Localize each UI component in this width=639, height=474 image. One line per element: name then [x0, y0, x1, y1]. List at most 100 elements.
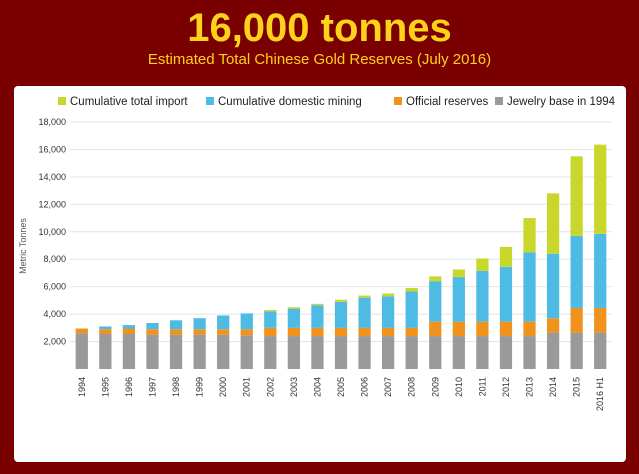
x-tick-label: 2016 H1 [595, 377, 605, 411]
bar-cumulative-domestic-mining-1995 [99, 326, 112, 330]
bar-jewelry-base-in-1994-2011 [476, 336, 489, 369]
bar-cumulative-total-import-2002 [264, 309, 277, 312]
bar-jewelry-base-in-1994-2015 [570, 332, 583, 369]
bar-official-reserves-2005 [334, 327, 348, 337]
bar-jewelry-base-in-1994-2000 [217, 334, 230, 369]
bar-official-reserves-2016-H1 [594, 307, 607, 333]
bar-jewelry-base-in-1994-2005 [334, 336, 348, 369]
bar-jewelry-base-in-1994-2010 [452, 336, 465, 369]
bar-official-reserves-2013 [523, 321, 536, 337]
bar-jewelry-base-in-1994-2013 [523, 336, 536, 369]
bar-cumulative-domestic-mining-2016-H1 [594, 233, 607, 308]
y-tick-label: 14,000 [38, 172, 66, 182]
x-tick-label: 2001 [242, 377, 252, 397]
bar-cumulative-domestic-mining-1997 [146, 323, 159, 330]
x-tick-label: 1996 [124, 377, 134, 397]
bar-cumulative-domestic-mining-2013 [523, 252, 536, 322]
bar-cumulative-domestic-mining-2008 [405, 291, 418, 328]
bar-jewelry-base-in-1994-2008 [405, 336, 418, 369]
y-tick-label: 4,000 [43, 309, 66, 319]
x-tick-label: 2006 [360, 377, 370, 397]
y-tick-label: 18,000 [38, 117, 66, 127]
bar-cumulative-domestic-mining-2006 [358, 297, 371, 328]
bar-cumulative-total-import-2010 [452, 269, 465, 278]
y-tick-label: 6,000 [43, 282, 66, 292]
bar-official-reserves-1999 [193, 329, 206, 335]
bar-cumulative-total-import-2003 [287, 307, 300, 309]
bar-jewelry-base-in-1994-2002 [264, 336, 277, 369]
bar-cumulative-domestic-mining-2004 [311, 305, 324, 328]
bar-cumulative-domestic-mining-2011 [476, 270, 489, 322]
bar-jewelry-base-in-1994-1998 [169, 334, 183, 369]
x-tick-label: 2008 [407, 377, 417, 397]
x-tick-label: 2004 [312, 377, 322, 397]
bar-jewelry-base-in-1994-2003 [287, 336, 300, 369]
y-tick-label: 12,000 [38, 199, 66, 209]
bar-jewelry-base-in-1994-1997 [146, 334, 159, 369]
x-tick-label: 2003 [289, 377, 299, 397]
bar-official-reserves-2004 [311, 327, 324, 337]
x-tick-label: 2012 [501, 377, 511, 397]
bar-cumulative-total-import-2012 [499, 246, 513, 267]
bar-jewelry-base-in-1994-2007 [382, 336, 395, 369]
y-tick-label: 16,000 [38, 144, 66, 154]
bar-cumulative-total-import-2007 [382, 293, 395, 297]
x-tick-label: 2014 [548, 377, 558, 397]
x-tick-label: 2002 [265, 377, 275, 397]
bar-official-reserves-2012 [499, 321, 513, 337]
bar-cumulative-domestic-mining-2001 [240, 313, 253, 330]
bar-official-reserves-1994 [75, 328, 88, 334]
bar-cumulative-domestic-mining-2007 [382, 296, 395, 328]
chart-panel: Cumulative total import Cumulative domest… [14, 86, 626, 462]
bar-cumulative-total-import-2004 [311, 303, 324, 306]
bar-cumulative-domestic-mining-2000 [217, 315, 230, 330]
bar-jewelry-base-in-1994-2001 [240, 335, 253, 369]
x-tick-label: 1998 [171, 377, 181, 397]
bar-jewelry-base-in-1994-1996 [122, 334, 136, 369]
bar-jewelry-base-in-1994-1999 [193, 334, 206, 369]
legend-swatch-cumulative-domestic-mining [206, 97, 214, 105]
bar-cumulative-domestic-mining-1996 [122, 325, 136, 329]
bar-official-reserves-2011 [476, 321, 489, 337]
bar-jewelry-base-in-1994-2012 [499, 336, 513, 369]
x-tick-label: 2010 [454, 377, 464, 397]
legend-label-cumulative-domestic-mining: Cumulative domestic mining [218, 96, 362, 108]
bar-cumulative-domestic-mining-2009 [429, 281, 442, 322]
x-tick-label: 1994 [77, 377, 87, 397]
chart-subtitle: Estimated Total Chinese Gold Reserves (J… [147, 51, 492, 68]
bar-jewelry-base-in-1994-1995 [99, 334, 112, 369]
bar-official-reserves-1997 [146, 329, 159, 335]
bar-jewelry-base-in-1994-2009 [429, 336, 442, 369]
x-tick-label: 2000 [218, 377, 228, 397]
bar-jewelry-base-in-1994-2014 [546, 332, 560, 369]
x-tick-label: 2009 [430, 377, 440, 397]
bar-official-reserves-1996 [122, 328, 136, 335]
headline-title: 16,000 tonnes [187, 6, 452, 50]
bar-cumulative-domestic-mining-2003 [287, 308, 300, 328]
legend-swatch-cumulative-total-import [58, 97, 66, 105]
bar-cumulative-domestic-mining-2010 [452, 277, 465, 322]
y-tick-label: 8,000 [43, 254, 66, 264]
bar-official-reserves-2007 [382, 327, 395, 337]
x-tick-label: 1999 [195, 377, 205, 397]
y-axis-label: Metric Tonnes [18, 218, 28, 274]
stacked-bar-chart: Cumulative total import Cumulative domest… [18, 96, 616, 411]
legend-label-cumulative-total-import: Cumulative total import [70, 96, 188, 108]
bar-jewelry-base-in-1994-1994 [75, 333, 88, 369]
bar-official-reserves-1995 [99, 329, 112, 335]
bar-cumulative-total-import-2014 [546, 193, 560, 254]
bar-official-reserves-2006 [358, 327, 371, 337]
bar-cumulative-total-import-2015 [570, 156, 583, 236]
bar-cumulative-domestic-mining-1998 [169, 320, 183, 330]
x-tick-label: 1995 [100, 377, 110, 397]
bar-cumulative-domestic-mining-2015 [570, 235, 583, 308]
bar-cumulative-domestic-mining-2014 [546, 253, 560, 319]
bar-official-reserves-2002 [264, 327, 277, 337]
bar-official-reserves-2014 [546, 318, 560, 333]
bar-official-reserves-2003 [287, 327, 300, 337]
bar-cumulative-total-import-2009 [429, 276, 442, 282]
bar-official-reserves-2009 [429, 321, 442, 337]
bar-jewelry-base-in-1994-2006 [358, 336, 371, 369]
x-tick-label: 2007 [383, 377, 393, 397]
legend-swatch-official-reserves [394, 97, 402, 105]
